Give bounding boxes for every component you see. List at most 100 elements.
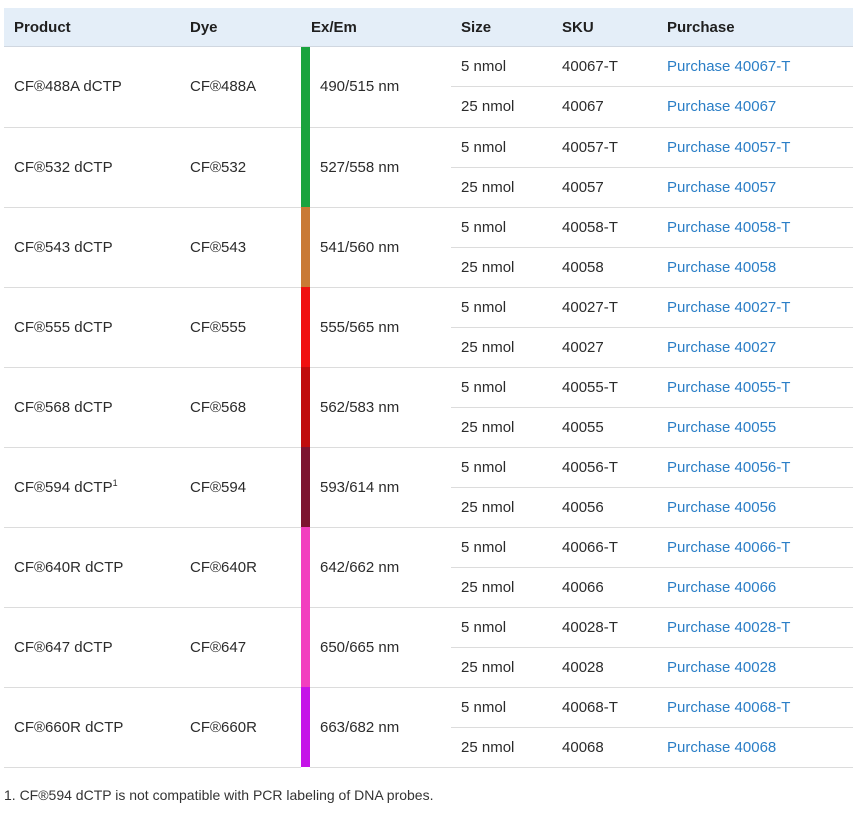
purchase-cell: Purchase 40066-T <box>657 527 854 568</box>
dye-cell: CF®640R <box>180 527 301 608</box>
purchase-link[interactable]: Purchase 40027 <box>667 338 777 356</box>
sku-cell: 40066-T <box>552 527 658 568</box>
purchase-link[interactable]: Purchase 40027-T <box>667 298 791 316</box>
size-cell: 5 nmol <box>451 127 553 168</box>
sku-cell: 40055 <box>552 407 658 448</box>
table-body: CF®488A dCTP CF®488A 490/515 nm 5 nmol 40067… <box>4 46 854 768</box>
exem-cell: 562/583 nm <box>310 367 452 448</box>
purchase-link[interactable]: Purchase 40068-T <box>667 698 791 716</box>
exem-cell: 490/515 nm <box>310 46 452 128</box>
sku-cell: 40028 <box>552 647 658 688</box>
exem-cell: 541/560 nm <box>310 207 452 288</box>
table-row: CF®532 dCTP CF®532 527/558 nm 5 nmol 40057-T… <box>4 127 854 208</box>
product-cell: CF®647 dCTP <box>4 607 180 688</box>
purchase-link[interactable]: Purchase 40058 <box>667 258 777 276</box>
color-swatch-cell <box>301 47 310 127</box>
table-row: 25 nmol 40057 Purchase 40057 <box>4 167 854 208</box>
size-cell: 5 nmol <box>451 447 553 488</box>
color-swatch-cell <box>301 447 310 527</box>
product-cell: CF®543 dCTP <box>4 207 180 288</box>
sku-cell: 40055-T <box>552 367 658 408</box>
product-cell: CF®640R dCTP <box>4 527 180 608</box>
sku-cell: 40068 <box>552 727 658 768</box>
purchase-link[interactable]: Purchase 40067-T <box>667 58 791 76</box>
table-row: CF®555 dCTP CF®555 555/565 nm 5 nmol 40027-T… <box>4 287 854 368</box>
table-row: 25 nmol 40055 Purchase 40055 <box>4 407 854 448</box>
sku-cell: 40027 <box>552 327 658 368</box>
sku-cell: 40056 <box>552 487 658 528</box>
purchase-cell: Purchase 40055-T <box>657 367 854 408</box>
purchase-link[interactable]: Purchase 40028 <box>667 658 777 676</box>
purchase-cell: Purchase 40056-T <box>657 447 854 488</box>
size-cell: 25 nmol <box>451 167 553 208</box>
table-row: CF®543 dCTP CF®543 541/560 nm 5 nmol 40058-T… <box>4 207 854 288</box>
product-cell: CF®568 dCTP <box>4 367 180 448</box>
sku-cell: 40067-T <box>552 46 658 88</box>
purchase-link[interactable]: Purchase 40067 <box>667 98 777 116</box>
dye-cell: CF®532 <box>180 127 301 208</box>
product-table: Product Dye Ex/Em Size SKU Purchase CF®4… <box>4 8 854 768</box>
purchase-cell: Purchase 40058-T <box>657 207 854 248</box>
dye-cell: CF®543 <box>180 207 301 288</box>
purchase-link[interactable]: Purchase 40066-T <box>667 538 791 556</box>
color-swatch <box>301 607 310 687</box>
size-cell: 5 nmol <box>451 527 553 568</box>
dye-cell: CF®568 <box>180 367 301 448</box>
header-exem: Ex/Em <box>301 8 452 47</box>
purchase-cell: Purchase 40057-T <box>657 127 854 168</box>
size-cell: 25 nmol <box>451 567 553 608</box>
product-name: CF®543 dCTP <box>14 238 113 256</box>
purchase-link[interactable]: Purchase 40066 <box>667 578 777 596</box>
sku-cell: 40028-T <box>552 607 658 648</box>
dye-cell: CF®647 <box>180 607 301 688</box>
purchase-cell: Purchase 40027-T <box>657 287 854 328</box>
product-name: CF®660R dCTP <box>14 718 124 736</box>
product-cell: CF®594 dCTP1 <box>4 447 180 528</box>
product-name: CF®555 dCTP <box>14 318 113 336</box>
purchase-link[interactable]: Purchase 40068 <box>667 738 777 756</box>
color-swatch <box>301 687 310 767</box>
product-cell: CF®488A dCTP <box>4 46 180 128</box>
header-product: Product <box>4 8 180 47</box>
purchase-cell: Purchase 40055 <box>657 407 854 448</box>
color-swatch <box>301 127 310 207</box>
product-name: CF®488A dCTP <box>14 78 122 96</box>
purchase-link[interactable]: Purchase 40055 <box>667 418 777 436</box>
color-swatch <box>301 527 310 607</box>
color-swatch-cell <box>301 127 310 207</box>
color-swatch-cell <box>301 287 310 367</box>
color-swatch <box>301 47 310 127</box>
table-row: CF®640R dCTP CF®640R 642/662 nm 5 nmol 40066… <box>4 527 854 608</box>
sku-cell: 40057-T <box>552 127 658 168</box>
exem-cell: 663/682 nm <box>310 687 452 768</box>
purchase-link[interactable]: Purchase 40028-T <box>667 618 791 636</box>
product-cell: CF®555 dCTP <box>4 287 180 368</box>
purchase-cell: Purchase 40068 <box>657 727 854 768</box>
exem-cell: 555/565 nm <box>310 287 452 368</box>
purchase-link[interactable]: Purchase 40057-T <box>667 138 791 156</box>
sku-cell: 40027-T <box>552 287 658 328</box>
purchase-link[interactable]: Purchase 40058-T <box>667 218 791 236</box>
table-header-row: Product Dye Ex/Em Size SKU Purchase <box>4 8 854 47</box>
product-cell: CF®532 dCTP <box>4 127 180 208</box>
table-row: CF®594 dCTP1 CF®594 593/614 nm 5 nmol 40056-… <box>4 447 854 528</box>
exem-cell: 642/662 nm <box>310 527 452 608</box>
size-cell: 25 nmol <box>451 727 553 768</box>
purchase-link[interactable]: Purchase 40055-T <box>667 378 791 396</box>
exem-cell: 650/665 nm <box>310 607 452 688</box>
table-row: 25 nmol 40067 Purchase 40067 <box>4 86 854 128</box>
purchase-link[interactable]: Purchase 40056 <box>667 498 777 516</box>
table-row: CF®568 dCTP CF®568 562/583 nm 5 nmol 40055-T… <box>4 367 854 448</box>
size-cell: 5 nmol <box>451 367 553 408</box>
color-swatch <box>301 367 310 447</box>
size-cell: 25 nmol <box>451 327 553 368</box>
product-name: CF®647 dCTP <box>14 638 113 656</box>
color-swatch-cell <box>301 687 310 767</box>
purchase-link[interactable]: Purchase 40056-T <box>667 458 791 476</box>
table-row: 25 nmol 40058 Purchase 40058 <box>4 247 854 288</box>
exem-cell: 593/614 nm <box>310 447 452 528</box>
size-cell: 25 nmol <box>451 647 553 688</box>
dye-cell: CF®488A <box>180 46 301 128</box>
purchase-link[interactable]: Purchase 40057 <box>667 178 777 196</box>
